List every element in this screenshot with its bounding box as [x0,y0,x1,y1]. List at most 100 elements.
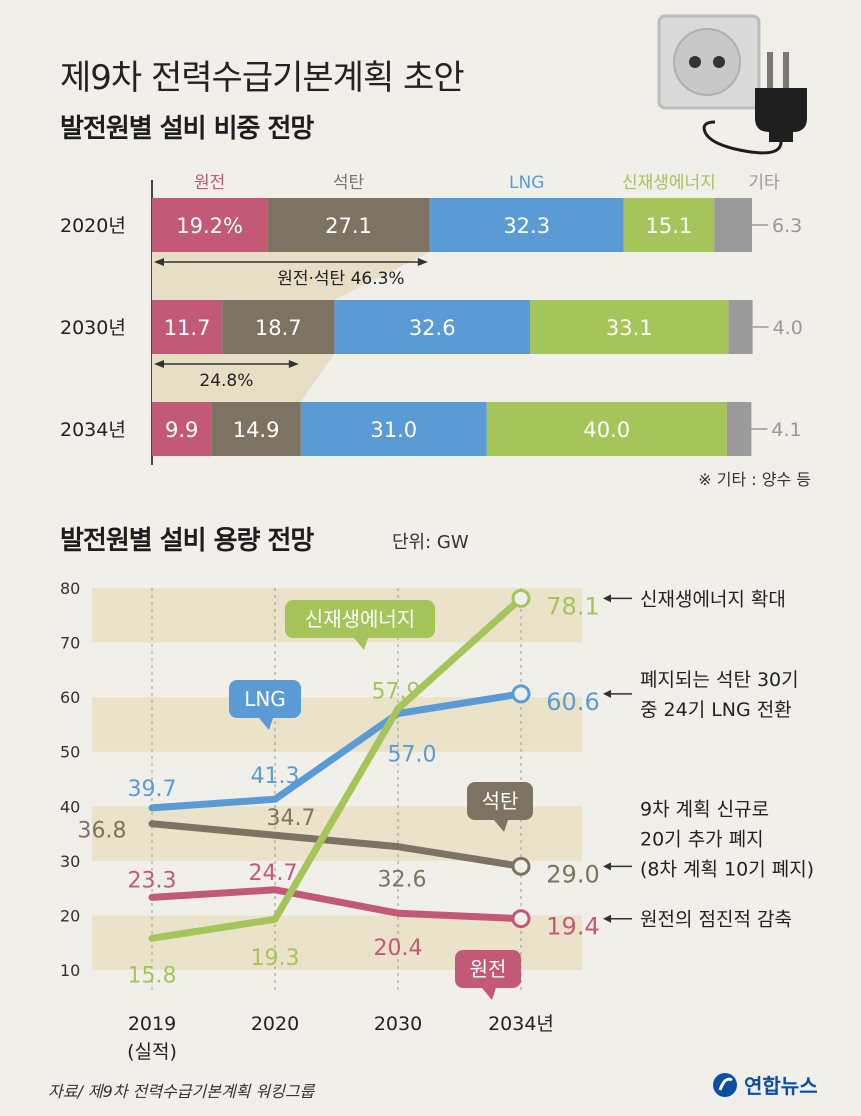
share-bar-nuclear [152,300,223,354]
y-tick-label: 80 [60,579,80,598]
share-value-label: 33.1 [606,316,653,340]
share-value-label: 19.2% [176,214,243,238]
point-label-lng: 60.6 [546,688,599,716]
annotation-arrowhead [603,594,611,603]
point-label-renewable: 78.1 [546,592,599,620]
share-stacked-bar-chart: 원전 석탄 LNG 신재생에너지 기타 2020년 19.2% 27.1 32.3 15.1 6.… [60,173,803,465]
point-label-nuclear: 24.7 [249,861,298,886]
point-label-renewable: 57.9 [372,680,421,705]
annotation-lng: 중 24기 LNG 전환 [640,699,792,721]
capacity-unit-label: 단위: GW [392,532,469,553]
share-row-label: 2034년 [60,419,126,441]
share-bracket-arrow [154,258,164,266]
legend-nuclear: 원전 [194,173,225,193]
annotation-arrowhead [603,862,611,871]
annotation-nuclear: 원전의 점진적 감축 [640,909,792,931]
share-value-label: 6.3 [772,215,802,237]
share-value-label: 9.9 [165,418,198,442]
share-bar-renewable [530,300,729,354]
series-callout-tail [482,988,496,1000]
y-tick-label: 50 [60,743,80,762]
legend-other: 기타 [748,173,780,193]
line-nuclear [148,886,525,923]
x-tick-label: 2020 [251,1013,299,1035]
share-bar-lng [334,300,530,354]
series-callout-box [467,782,533,820]
series-callout-tail [494,820,508,832]
series-callout-nuclear: 원전 [455,950,521,1000]
annotation-coal: (8차 계획 10기 폐지) [640,858,814,880]
legend-renewable: 신재생에너지 [622,173,716,193]
share-bar-renewable [623,198,715,252]
line-endpoint-renewable [511,588,531,608]
line-endpoint-coal [511,856,531,876]
share-row-label: 2030년 [60,317,126,339]
point-label-lng: 57.0 [388,743,437,768]
series-callout-label: LNG [244,687,286,711]
share-value-label: 18.7 [255,316,302,340]
share-footnote: ※ 기타 : 양수 등 [698,470,811,489]
y-tick-label: 30 [60,852,80,871]
share-annotation-2034: 24.8% [199,371,253,391]
series-callout-label: 신재생에너지 [305,607,415,631]
power-plug-icon [657,14,807,155]
point-label-coal: 29.0 [546,860,599,888]
y-tick-label: 40 [60,797,80,816]
annotation-arrowhead [603,914,611,923]
legend-coal: 석탄 [333,173,365,193]
annotation-coal: 20기 추가 폐지 [640,828,764,850]
yonhap-logo-icon [713,1072,737,1097]
share-row-label: 2020년 [60,215,126,237]
legend-lng: LNG [509,173,544,193]
x-tick-label: 2019 [128,1013,176,1035]
share-section-title: 발전원별 설비 비중 전망 [60,114,314,144]
share-bar-lng [429,198,624,252]
share-value-label: 15.1 [646,214,693,238]
share-annotation-2020: 원전·석탄 46.3% [277,269,404,289]
share-bar-coal [267,198,430,252]
line-renewable [148,594,525,942]
share-value-label: 4.0 [773,317,803,339]
series-callout-coal: 석탄 [467,782,533,832]
annotation-arrowhead [603,689,611,698]
annotation-renewable: 신재생에너지 확대 [640,588,786,610]
point-label-renewable: 15.8 [128,963,177,988]
share-value-label: 40.0 [583,418,630,442]
x-tick-label: 2034년 [488,1013,554,1035]
point-label-lng: 41.3 [251,764,300,789]
point-label-nuclear: 19.4 [546,913,599,941]
share-bracket-arrow [154,360,164,368]
share-bar-other [726,402,752,456]
line-coal [148,820,525,870]
share-value-label: 31.0 [370,418,417,442]
y-tick-label: 70 [60,634,80,653]
share-bar-nuclear [152,402,212,456]
series-callout-renewable: 신재생에너지 [285,600,435,650]
y-tick-label: 60 [60,688,80,707]
series-callout-box [455,950,521,988]
x-tick-label: 2030 [374,1013,422,1035]
point-label-renewable: 19.3 [251,946,300,971]
share-value-label: 32.3 [503,214,550,238]
series-callout-tail [354,638,368,650]
line-endpoint-lng [511,684,531,704]
share-value-label: 11.7 [164,316,211,340]
series-callout-label: 원전 [470,957,507,981]
point-label-nuclear: 23.3 [128,868,177,893]
share-bar-lng [300,402,487,456]
share-value-label: 32.6 [409,316,456,340]
share-bar-coal [222,300,335,354]
series-callout-box [229,680,301,718]
share-connector [152,252,430,300]
share-value-label: 4.1 [771,419,801,441]
yonhap-logo: 연합뉴스 [712,1070,818,1099]
annotation-lng: 폐지되는 석탄 30기 [640,669,799,691]
share-bar-nuclear [152,198,268,252]
y-tick-label: 20 [60,906,80,925]
share-bracket-arrow [417,258,428,266]
point-label-coal: 34.7 [267,806,316,831]
point-label-nuclear: 20.4 [374,936,423,961]
line-endpoint-nuclear [511,909,531,929]
annotation-coal: 9차 계획 신규로 [640,798,769,820]
